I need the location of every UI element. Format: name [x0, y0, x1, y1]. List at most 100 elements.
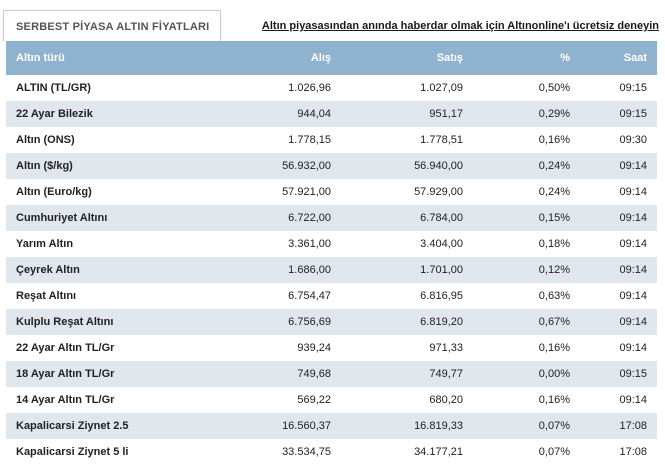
cell-gold-type: Reşat Altını: [6, 283, 174, 309]
cell-buy-price: 6.722,00: [174, 205, 341, 231]
cell-gold-type: Altın (Euro/kg): [6, 179, 174, 205]
cell-percent-change: 0,16%: [473, 335, 580, 361]
cell-sell-price: 6.784,00: [341, 205, 473, 231]
cell-time: 09:30: [580, 127, 657, 153]
cell-percent-change: 0,16%: [473, 127, 580, 153]
cell-percent-change: 0,63%: [473, 283, 580, 309]
cell-gold-type: 18 Ayar Altın TL/Gr: [6, 361, 174, 387]
cell-time: 09:15: [580, 75, 657, 101]
cell-buy-price: 1.778,15: [174, 127, 341, 153]
cell-percent-change: 0,15%: [473, 205, 580, 231]
cell-sell-price: 3.404,00: [341, 231, 473, 257]
cell-buy-price: 33.534,75: [174, 439, 341, 465]
cell-percent-change: 0,07%: [473, 439, 580, 465]
cell-percent-change: 0,50%: [473, 75, 580, 101]
cell-percent-change: 0,67%: [473, 309, 580, 335]
cell-sell-price: 971,33: [341, 335, 473, 361]
table-row[interactable]: Altın (Euro/kg) 57.921,00 57.929,00 0,24% 09…: [6, 179, 657, 205]
table-row[interactable]: Cumhuriyet Altını 6.722,00 6.784,00 0,15% 09…: [6, 205, 657, 231]
cell-gold-type: 14 Ayar Altın TL/Gr: [6, 387, 174, 413]
table-row[interactable]: Kapalicarsi Ziynet 5 li 33.534,75 34.177,2…: [6, 439, 657, 465]
table-header: Altın türü Alış Satış % Saat: [6, 41, 657, 75]
cell-sell-price: 6.816,95: [341, 283, 473, 309]
cell-buy-price: 1.026,96: [174, 75, 341, 101]
cell-gold-type: ALTIN (TL/GR): [6, 75, 174, 101]
table-row[interactable]: Altın (ONS) 1.778,15 1.778,51 0,16% 09:30: [6, 127, 657, 153]
cell-buy-price: 6.756,69: [174, 309, 341, 335]
table-body: ALTIN (TL/GR) 1.026,96 1.027,09 0,50% 09:15 2…: [6, 75, 657, 465]
table-row[interactable]: 22 Ayar Altın TL/Gr 939,24 971,33 0,16% 09:1…: [6, 335, 657, 361]
cell-percent-change: 0,24%: [473, 179, 580, 205]
cell-time: 09:14: [580, 153, 657, 179]
cell-buy-price: 6.754,47: [174, 283, 341, 309]
table-header-row: Altın türü Alış Satış % Saat: [6, 41, 657, 75]
cell-gold-type: Kapalicarsi Ziynet 5 li: [6, 439, 174, 465]
table-row[interactable]: 22 Ayar Bilezik 944,04 951,17 0,29% 09:15: [6, 101, 657, 127]
cell-gold-type: Cumhuriyet Altını: [6, 205, 174, 231]
cell-buy-price: 16.560,37: [174, 413, 341, 439]
cell-time: 09:14: [580, 335, 657, 361]
cell-time: 09:14: [580, 387, 657, 413]
cell-gold-type: Altın ($/kg): [6, 153, 174, 179]
table-row[interactable]: Altın ($/kg) 56.932,00 56.940,00 0,24% 09:14: [6, 153, 657, 179]
cell-gold-type: Çeyrek Altın: [6, 257, 174, 283]
cell-gold-type: Yarım Altın: [6, 231, 174, 257]
cell-percent-change: 0,29%: [473, 101, 580, 127]
cell-gold-type: Altın (ONS): [6, 127, 174, 153]
cell-buy-price: 944,04: [174, 101, 341, 127]
tab-gold-prices[interactable]: SERBEST PİYASA ALTIN FİYATLARI: [3, 10, 221, 41]
cell-sell-price: 951,17: [341, 101, 473, 127]
cell-buy-price: 1.686,00: [174, 257, 341, 283]
cell-percent-change: 0,16%: [473, 387, 580, 413]
table-row[interactable]: 18 Ayar Altın TL/Gr 749,68 749,77 0,00% 09:1…: [6, 361, 657, 387]
table-row[interactable]: 14 Ayar Altın TL/Gr 569,22 680,20 0,16% 09:1…: [6, 387, 657, 413]
cell-percent-change: 0,07%: [473, 413, 580, 439]
table-row[interactable]: Kapalicarsi Ziynet 2.5 16.560,37 16.819,33…: [6, 413, 657, 439]
cell-buy-price: 56.932,00: [174, 153, 341, 179]
gold-price-table: Altın türü Alış Satış % Saat ALTIN (TL/G…: [6, 41, 657, 465]
cell-time: 09:14: [580, 179, 657, 205]
cell-time: 09:14: [580, 231, 657, 257]
column-header-type[interactable]: Altın türü: [6, 41, 174, 75]
cell-buy-price: 749,68: [174, 361, 341, 387]
cell-time: 09:15: [580, 361, 657, 387]
column-header-percent[interactable]: %: [473, 41, 580, 75]
cell-time: 09:14: [580, 309, 657, 335]
cell-sell-price: 16.819,33: [341, 413, 473, 439]
table-row[interactable]: Çeyrek Altın 1.686,00 1.701,00 0,12% 09:14: [6, 257, 657, 283]
column-header-buy[interactable]: Alış: [174, 41, 341, 75]
column-header-sell[interactable]: Satış: [341, 41, 473, 75]
cell-sell-price: 1.778,51: [341, 127, 473, 153]
cell-gold-type: Kulplu Reşat Altını: [6, 309, 174, 335]
table-row[interactable]: Reşat Altını 6.754,47 6.816,95 0,63% 09:14: [6, 283, 657, 309]
cell-buy-price: 57.921,00: [174, 179, 341, 205]
cell-time: 17:08: [580, 439, 657, 465]
cell-percent-change: 0,12%: [473, 257, 580, 283]
cell-buy-price: 939,24: [174, 335, 341, 361]
cell-time: 09:14: [580, 283, 657, 309]
top-bar: SERBEST PİYASA ALTIN FİYATLARI Altın piy…: [0, 0, 665, 41]
promo-link[interactable]: Altın piyasasından anında haberdar olmak…: [261, 20, 659, 32]
cell-sell-price: 6.819,20: [341, 309, 473, 335]
cell-sell-price: 749,77: [341, 361, 473, 387]
cell-time: 09:14: [580, 257, 657, 283]
cell-percent-change: 0,18%: [473, 231, 580, 257]
cell-percent-change: 0,00%: [473, 361, 580, 387]
cell-gold-type: Kapalicarsi Ziynet 2.5: [6, 413, 174, 439]
table-row[interactable]: Kulplu Reşat Altını 6.756,69 6.819,20 0,67%…: [6, 309, 657, 335]
cell-buy-price: 569,22: [174, 387, 341, 413]
table-row[interactable]: ALTIN (TL/GR) 1.026,96 1.027,09 0,50% 09:15: [6, 75, 657, 101]
cell-sell-price: 680,20: [341, 387, 473, 413]
cell-percent-change: 0,24%: [473, 153, 580, 179]
cell-sell-price: 1.027,09: [341, 75, 473, 101]
cell-buy-price: 3.361,00: [174, 231, 341, 257]
cell-sell-price: 1.701,00: [341, 257, 473, 283]
cell-sell-price: 57.929,00: [341, 179, 473, 205]
column-header-time[interactable]: Saat: [580, 41, 657, 75]
cell-sell-price: 56.940,00: [341, 153, 473, 179]
cell-time: 09:15: [580, 101, 657, 127]
cell-gold-type: 22 Ayar Altın TL/Gr: [6, 335, 174, 361]
cell-time: 09:14: [580, 205, 657, 231]
table-row[interactable]: Yarım Altın 3.361,00 3.404,00 0,18% 09:14: [6, 231, 657, 257]
cell-time: 17:08: [580, 413, 657, 439]
